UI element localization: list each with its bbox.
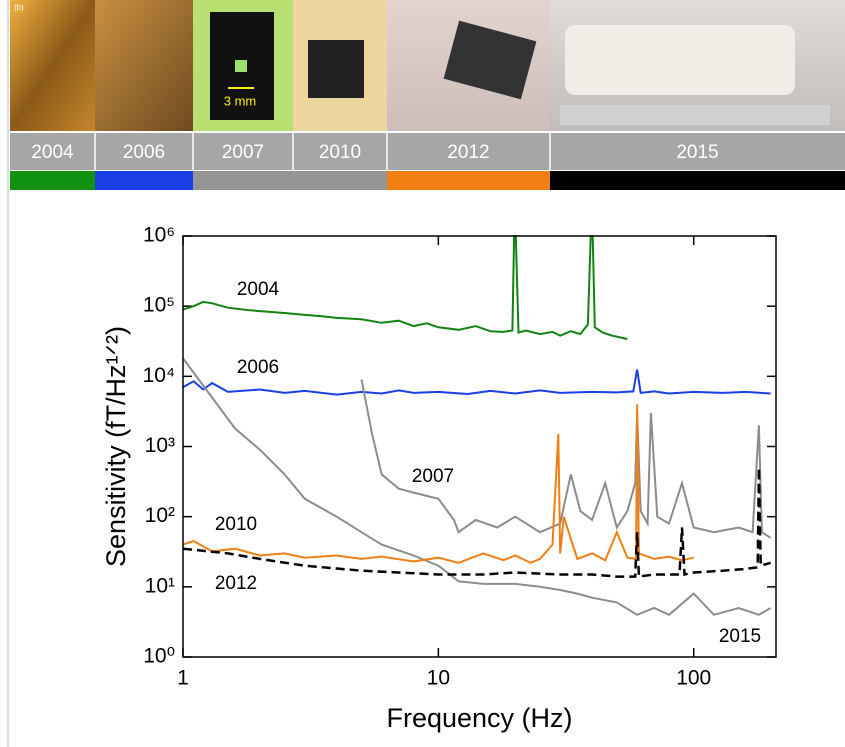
bar-2004	[10, 171, 95, 190]
timeline: 2004 2006 2007 2010 2012 2015	[10, 133, 845, 190]
series-label: 2010	[215, 514, 257, 535]
timeline-year: 2006	[123, 142, 165, 163]
timeline-year: 2007	[222, 142, 264, 163]
bar-2015	[550, 171, 845, 190]
y-tick-label: 10⁵	[143, 294, 175, 317]
series-label: 2006	[237, 357, 279, 378]
y-tick-label: 10⁰	[143, 645, 175, 668]
timeline-year: 2012	[447, 142, 489, 163]
series-label: 2012	[215, 573, 257, 594]
y-axis-label: Sensitivity (fT/Hz¹ᐟ²)	[101, 326, 131, 567]
timeline-year: 2010	[319, 142, 361, 163]
photo-2010-chip	[308, 40, 364, 98]
bar-2006	[95, 171, 193, 190]
y-tick-label: 10⁶	[143, 224, 175, 247]
scale-label: 3 mm	[224, 93, 257, 108]
y-tick-label: 10¹	[145, 574, 175, 597]
photo-2004	[10, 0, 95, 131]
photo-2007-window	[235, 60, 247, 72]
photo-2006	[95, 0, 193, 131]
photo-2015-ruler	[560, 105, 830, 125]
series-line	[362, 380, 771, 538]
page: 3 mm (b) 2004 2006 2007 2010 2012 2015 10⁰ 10¹…	[0, 0, 845, 747]
x-axis-label: Frequency (Hz)	[386, 703, 572, 733]
plot: 10⁰ 10¹ 10² 10³ 10⁴ 10⁵ 10⁶ 1 10 100 2004 2006 2007 2…	[101, 224, 776, 734]
timeline-year: 2004	[31, 142, 74, 163]
x-tick-label: 1	[177, 667, 189, 690]
photo-2015-tube	[565, 25, 795, 95]
series-label: 2015	[719, 626, 761, 647]
x-tick-label: 10	[427, 667, 450, 690]
y-tick-label: 10²	[145, 504, 175, 527]
timeline-year: 2015	[676, 142, 718, 163]
series-label: 2004	[237, 279, 280, 300]
y-tick-label: 10³	[145, 434, 175, 457]
x-tick-label: 100	[676, 667, 711, 690]
series-label: 2007	[412, 466, 454, 487]
panel-label: (b)	[14, 3, 24, 12]
bar-2007-2010	[193, 171, 387, 190]
y-tick-label: 10⁴	[143, 364, 175, 387]
photo-strip: 3 mm (b)	[10, 0, 845, 131]
bar-2012	[387, 171, 550, 190]
